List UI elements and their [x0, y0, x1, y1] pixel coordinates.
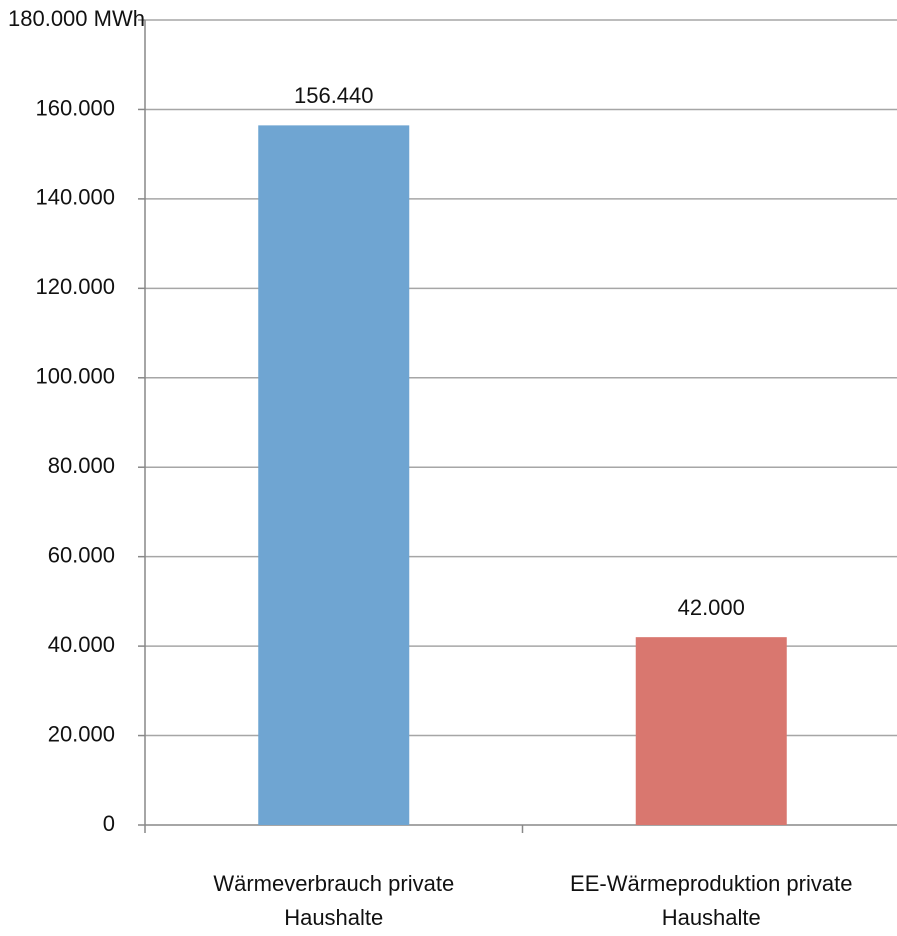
y-tick-label: 100.000: [35, 364, 115, 389]
y-tick-label: 80.000: [48, 453, 115, 478]
bar: [258, 125, 410, 826]
value-label: 156.440: [294, 83, 374, 108]
y-tick-label: 20.000: [48, 721, 115, 746]
y-tick-label: 180.000 MWh: [8, 6, 145, 31]
y-tick-label: 140.000: [35, 185, 115, 210]
y-tick-label: 0: [103, 811, 115, 836]
y-tick-label: 160.000: [35, 95, 115, 120]
value-label: 42.000: [678, 595, 745, 620]
x-tick-label: EE-Wärmeproduktion private Haushalte: [570, 871, 852, 930]
bar: [635, 637, 787, 825]
y-tick-label: 120.000: [35, 274, 115, 299]
y-tick-label: 40.000: [48, 632, 115, 657]
y-tick-label: 60.000: [48, 542, 115, 567]
x-tick-label: Wärmeverbrauch private Haushalte: [213, 871, 454, 930]
